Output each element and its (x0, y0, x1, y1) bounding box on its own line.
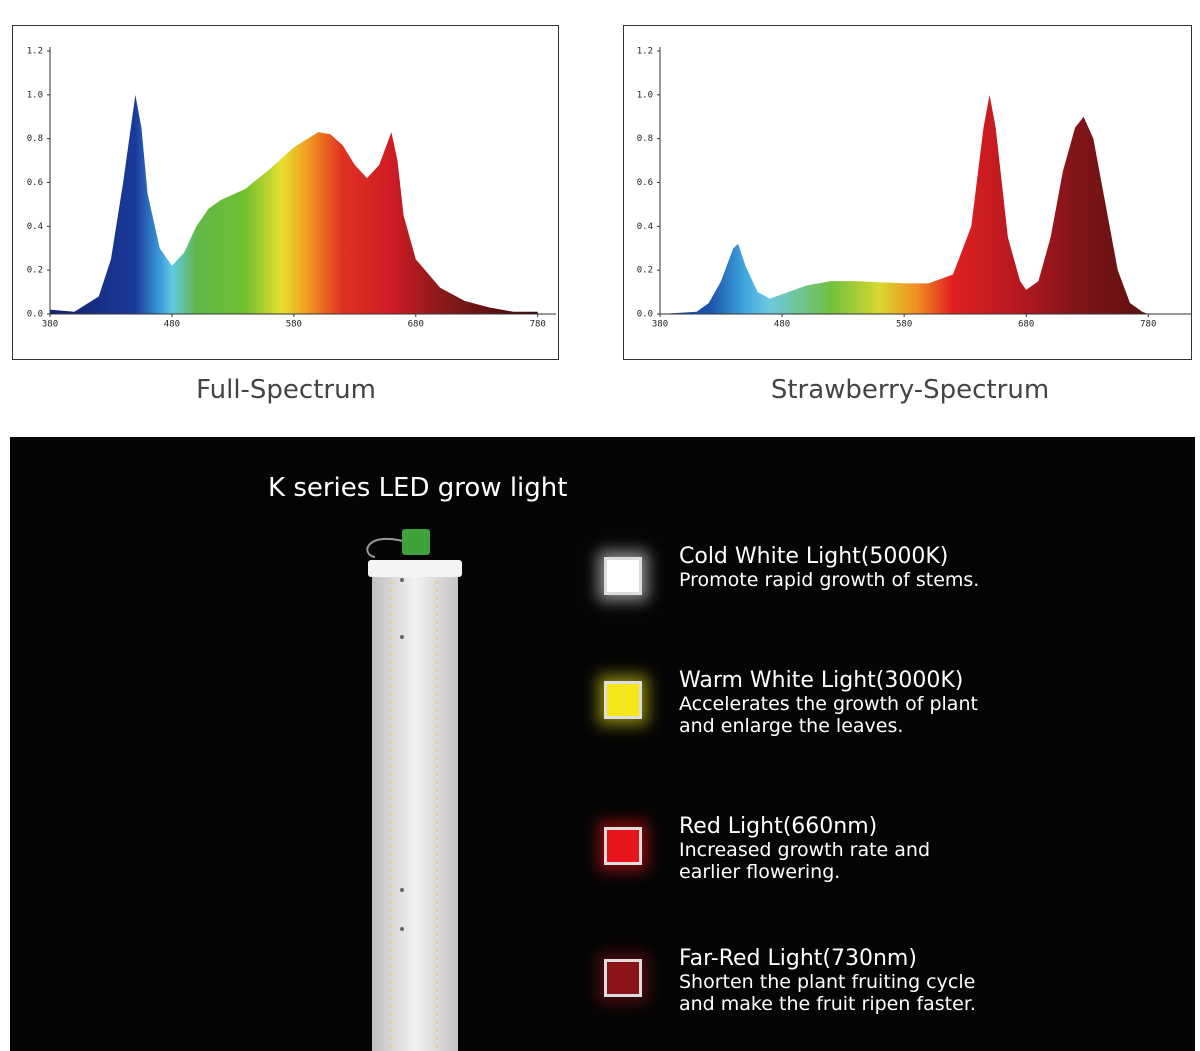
x-tick-label: 680 (408, 320, 424, 330)
y-tick-label: 0.4 (27, 222, 43, 232)
x-tick-label: 380 (652, 320, 668, 330)
feature-description: Shorten the plant fruiting cycle and mak… (679, 971, 976, 1015)
feature-description: Accelerates the growth of plant and enla… (679, 693, 978, 737)
x-tick-label: 480 (164, 320, 180, 330)
y-tick-label: 0.8 (637, 134, 653, 144)
y-tick-label: 0.6 (27, 178, 43, 188)
y-tick-label: 0.0 (27, 310, 43, 320)
product-panel: K series LED grow light Cold White Light… (10, 437, 1195, 1051)
feature-title: Cold White Light(5000K) (679, 544, 949, 569)
light-icon (604, 959, 642, 997)
x-tick-label: 780 (530, 320, 546, 330)
y-tick-label: 0.8 (27, 134, 43, 144)
product-title: K series LED grow light (268, 473, 568, 503)
x-tick-label: 380 (42, 320, 58, 330)
feature: Far-Red Light(730nm) Shorten the plant fr… (679, 946, 989, 1016)
y-tick-label: 0.2 (637, 266, 653, 276)
spectrum-area (660, 94, 1149, 314)
spectrum-area (50, 94, 538, 314)
chart-caption: Strawberry-Spectrum (770, 375, 1050, 405)
light-icon (604, 557, 642, 595)
y-tick-label: 0.6 (637, 178, 653, 188)
chart-caption: Full-Spectrum (196, 375, 376, 405)
feature-title: Warm White Light(3000K) (679, 668, 964, 693)
y-tick-label: 0.0 (637, 310, 653, 320)
light-icon (604, 681, 642, 719)
y-tick-label: 1.0 (27, 90, 43, 100)
x-tick-label: 780 (1140, 320, 1156, 330)
feature-title: Far-Red Light(730nm) (679, 946, 917, 971)
y-tick-label: 1.2 (637, 47, 653, 57)
feature-description: Promote rapid growth of stems. (679, 569, 980, 591)
y-tick-label: 1.2 (27, 47, 43, 57)
x-tick-label: 580 (896, 320, 912, 330)
x-tick-label: 580 (286, 320, 302, 330)
x-tick-label: 480 (774, 320, 790, 330)
feature-description: Increased growth rate and earlier flower… (679, 839, 931, 883)
y-tick-label: 0.4 (637, 222, 653, 232)
light-icon (604, 827, 642, 865)
feature: Warm White Light(3000K) Accelerates the g… (679, 668, 989, 738)
y-tick-label: 0.2 (27, 266, 43, 276)
feature: Red Light(660nm) Increased growth rate an… (679, 814, 989, 884)
x-tick-label: 680 (1018, 320, 1034, 330)
chart: 0.0 0.2 0.4 0.6 0.8 1.0 1.2 380 480 580 680 780 (12, 25, 559, 360)
feature: Cold White Light(5000K) Promote rapid gro… (679, 544, 989, 592)
y-tick-label: 1.0 (637, 90, 653, 100)
feature-title: Red Light(660nm) (679, 814, 878, 839)
product-image (366, 529, 462, 1051)
chart: 0.0 0.2 0.4 0.6 0.8 1.0 1.2 380 480 580 680 780 (623, 25, 1192, 360)
